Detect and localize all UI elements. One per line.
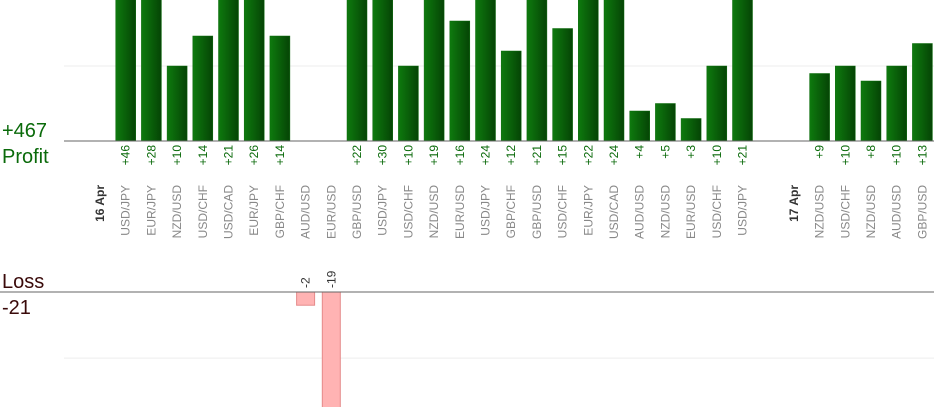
profit-bar bbox=[629, 110, 650, 141]
profit-bar bbox=[578, 0, 599, 141]
value-label: +3 bbox=[684, 145, 698, 159]
category-label: AUD/USD bbox=[890, 185, 904, 239]
value-label: +15 bbox=[556, 145, 570, 166]
profit-bar bbox=[680, 118, 702, 141]
profit-bar bbox=[526, 0, 548, 141]
profit-bar bbox=[475, 0, 496, 141]
category-label: EUR/USD bbox=[684, 185, 698, 239]
profit-bar bbox=[655, 103, 676, 141]
profit-total: +467 bbox=[2, 120, 47, 142]
value-label: +10 bbox=[838, 145, 852, 166]
category-label: NZD/USD bbox=[864, 185, 878, 239]
value-label: +14 bbox=[273, 145, 287, 166]
category-label: EUR/JPY bbox=[581, 185, 595, 236]
category-label: USD/CAD bbox=[222, 185, 236, 239]
category-label: USD/JPY bbox=[736, 185, 750, 236]
profit-bar bbox=[835, 65, 856, 141]
date-label: 17 Apr bbox=[787, 185, 801, 222]
profit-bar bbox=[603, 0, 625, 141]
category-label: GBP/USD bbox=[530, 185, 544, 239]
profit-bar bbox=[423, 0, 445, 141]
profit-bar bbox=[886, 65, 907, 141]
loss-title: Loss bbox=[2, 271, 44, 293]
category-label: NZD/USD bbox=[427, 185, 441, 239]
category-label: EUR/USD bbox=[324, 185, 338, 239]
category-label: EUR/JPY bbox=[144, 185, 158, 236]
value-label: +22 bbox=[581, 145, 595, 166]
value-label: +5 bbox=[658, 145, 672, 159]
value-label: +14 bbox=[196, 145, 210, 166]
profit-bar bbox=[141, 0, 162, 141]
value-label: +28 bbox=[144, 145, 158, 166]
category-label: GBP/USD bbox=[915, 185, 929, 239]
category-label: GBP/USD bbox=[350, 185, 364, 239]
profit-bar bbox=[809, 73, 830, 141]
category-label: USD/JPY bbox=[376, 185, 390, 236]
profit-bar bbox=[218, 0, 239, 141]
profit-bar bbox=[912, 43, 933, 141]
loss-bar bbox=[321, 292, 341, 407]
category-label: USD/CHF bbox=[838, 185, 852, 238]
profit-title: Profit bbox=[2, 146, 49, 168]
profit-bar bbox=[449, 20, 471, 141]
category-label: EUR/USD bbox=[453, 185, 467, 239]
profit-bar bbox=[243, 0, 265, 141]
value-label: +26 bbox=[247, 145, 261, 166]
category-label: USD/CHF bbox=[196, 185, 210, 238]
value-label: +21 bbox=[736, 145, 750, 166]
loss-label: -2 bbox=[299, 277, 313, 288]
loss-bar bbox=[296, 292, 316, 306]
profit-bar bbox=[166, 65, 188, 141]
value-label: +21 bbox=[530, 145, 544, 166]
profit-bar bbox=[269, 35, 291, 141]
category-label: GBP/CHF bbox=[504, 185, 518, 238]
profit-bar bbox=[372, 0, 393, 141]
category-label: USD/JPY bbox=[479, 185, 493, 236]
value-label: +19 bbox=[427, 145, 441, 166]
value-label: +12 bbox=[504, 145, 518, 166]
value-label: +9 bbox=[813, 145, 827, 159]
value-label: +24 bbox=[479, 145, 493, 166]
category-label: USD/CAD bbox=[607, 185, 621, 239]
category-label: NZD/USD bbox=[813, 185, 827, 239]
profit-bar bbox=[115, 0, 136, 141]
profit-bar bbox=[732, 0, 753, 141]
profit-bar bbox=[398, 65, 419, 141]
category-label: USD/CHF bbox=[401, 185, 415, 238]
value-label: +10 bbox=[401, 145, 415, 166]
value-label: +24 bbox=[607, 145, 621, 166]
category-label: AUD/USD bbox=[299, 185, 313, 239]
profit-bar bbox=[500, 50, 522, 141]
category-label: NZD/USD bbox=[658, 185, 672, 239]
value-label: +30 bbox=[376, 145, 390, 166]
value-label: +46 bbox=[119, 145, 133, 166]
category-label: USD/CHF bbox=[556, 185, 570, 238]
category-label: GBP/CHF bbox=[273, 185, 287, 238]
loss-total: -21 bbox=[2, 297, 31, 319]
value-label: +10 bbox=[170, 145, 184, 166]
category-label: EUR/JPY bbox=[247, 185, 261, 236]
value-label: +16 bbox=[453, 145, 467, 166]
category-label: NZD/USD bbox=[170, 185, 184, 239]
profit-bar bbox=[706, 65, 728, 141]
value-label: +8 bbox=[864, 145, 878, 159]
value-label: +22 bbox=[350, 145, 364, 166]
profit-bar bbox=[192, 35, 214, 141]
value-label: +21 bbox=[222, 145, 236, 166]
profit-bar bbox=[860, 80, 882, 141]
value-label: +10 bbox=[890, 145, 904, 166]
value-label: +13 bbox=[915, 145, 929, 166]
date-label: 16 Apr bbox=[93, 185, 107, 222]
profit-bar bbox=[552, 28, 573, 141]
value-label: +4 bbox=[633, 145, 647, 159]
loss-bars bbox=[296, 292, 341, 407]
value-label: +10 bbox=[710, 145, 724, 166]
category-label: USD/CHF bbox=[710, 185, 724, 238]
loss-label: -19 bbox=[324, 270, 338, 288]
category-label: AUD/USD bbox=[633, 185, 647, 239]
profit-bar bbox=[346, 0, 368, 141]
category-label: USD/JPY bbox=[119, 185, 133, 236]
profit-bars bbox=[115, 0, 933, 141]
